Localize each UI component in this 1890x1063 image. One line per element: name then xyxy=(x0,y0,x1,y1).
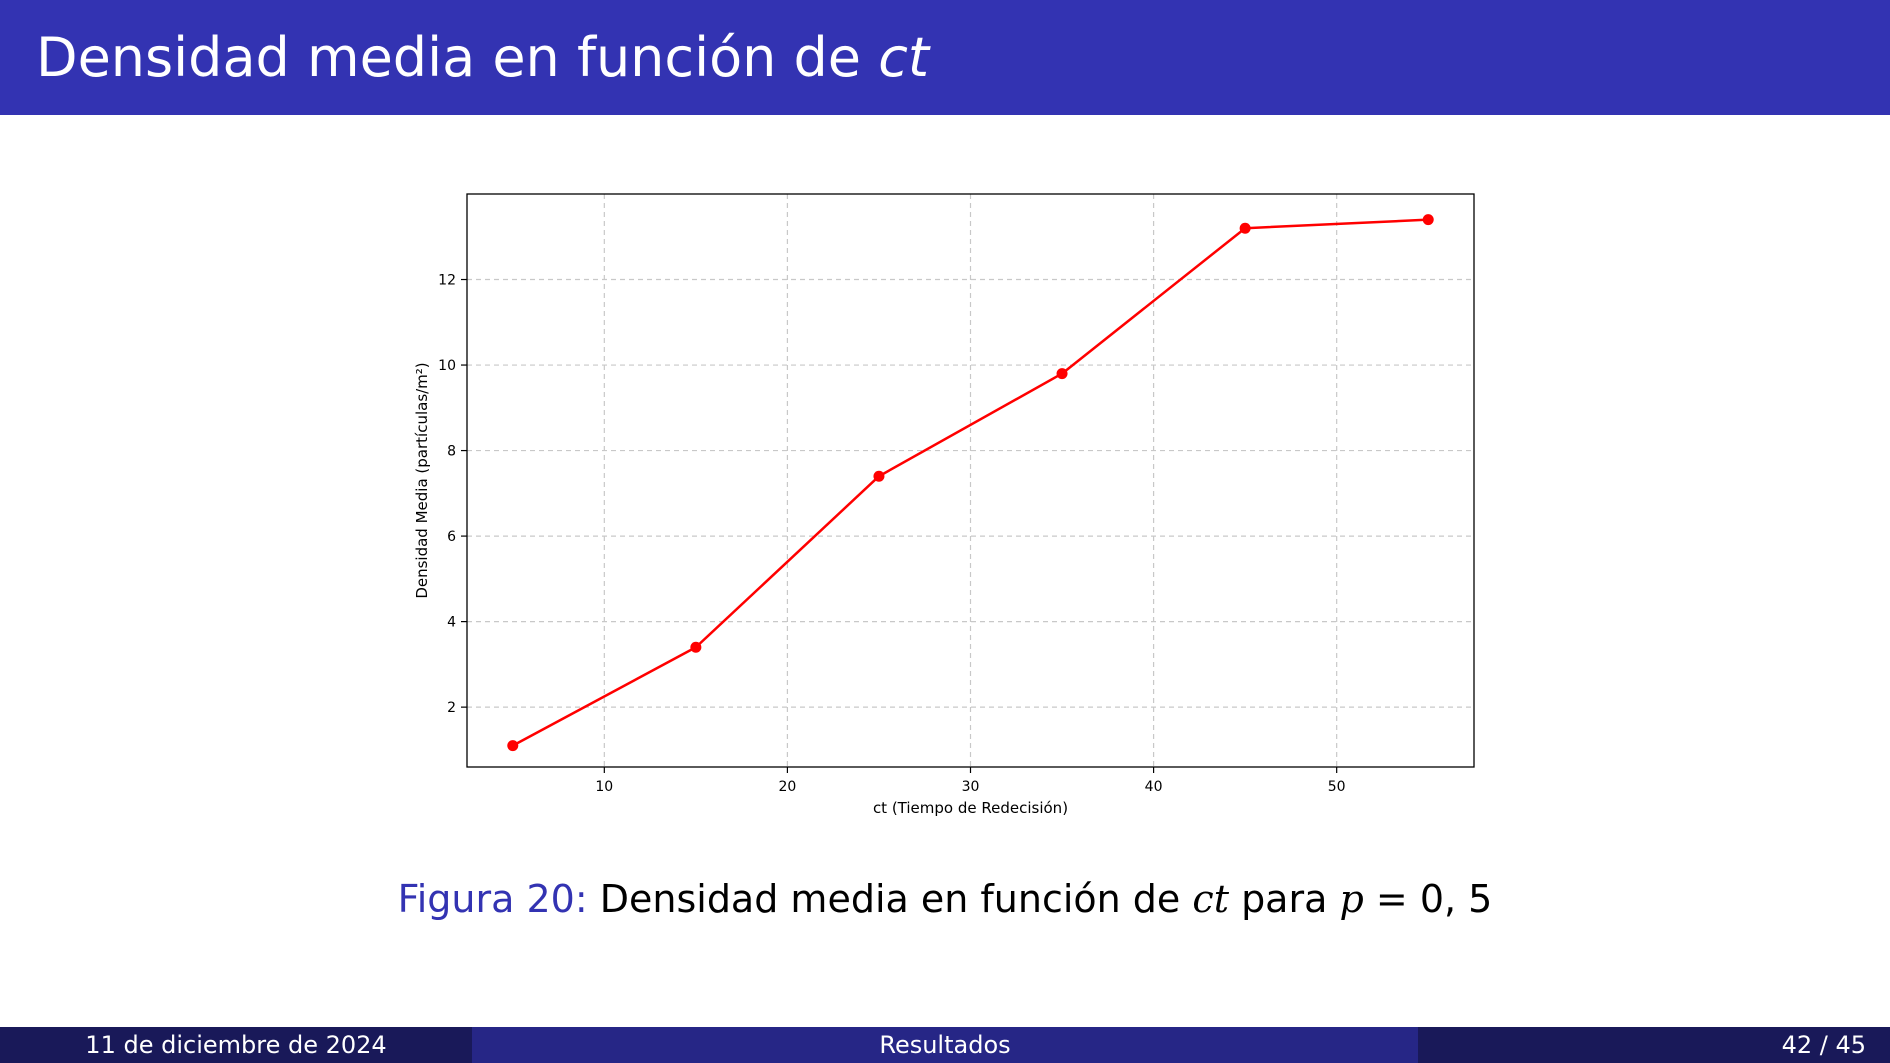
y-axis-label: Densidad Media (partículas/m²) xyxy=(413,362,431,598)
y-tick-label: 10 xyxy=(438,358,456,374)
y-tick-label: 6 xyxy=(447,529,456,545)
footer-section: Resultados xyxy=(472,1027,1418,1063)
caption-var-ct: ct xyxy=(1192,877,1229,921)
caption-text-end: = 0, 5 xyxy=(1375,877,1493,921)
x-tick-label: 40 xyxy=(1145,779,1163,795)
caption-text-mid: para xyxy=(1241,877,1328,921)
slide-title-text: Densidad media en función de xyxy=(36,26,879,89)
caption-text-before: Densidad media en función de xyxy=(599,877,1181,921)
footer-page-number: 42 / 45 xyxy=(1781,1031,1866,1059)
x-tick-label: 50 xyxy=(1328,779,1346,795)
footer-date-text: 11 de diciembre de 2024 xyxy=(85,1031,387,1059)
y-tick-label: 2 xyxy=(447,700,456,716)
figure-label: Figura 20: xyxy=(397,877,588,921)
y-tick-label: 4 xyxy=(447,615,456,631)
x-tick-label: 20 xyxy=(778,779,796,795)
data-point xyxy=(690,641,702,653)
y-tick-label: 8 xyxy=(447,444,456,460)
caption-var-p: p xyxy=(1339,877,1364,921)
slide-title-variable: ct xyxy=(878,26,930,89)
footer-date: 11 de diciembre de 2024 xyxy=(0,1027,472,1063)
data-point xyxy=(507,740,519,752)
footer-section-text: Resultados xyxy=(879,1031,1011,1059)
x-axis-label: ct (Tiempo de Redecisión) xyxy=(873,799,1068,817)
footer-bar: 11 de diciembre de 2024 Resultados 42 / … xyxy=(0,1027,1890,1063)
figure-caption: Figura 20: Densidad media en función de … xyxy=(0,876,1890,922)
data-point xyxy=(1422,214,1434,226)
x-tick-label: 10 xyxy=(595,779,613,795)
slide-title: Densidad media en función de ct xyxy=(36,26,929,90)
title-bar: Densidad media en función de ct xyxy=(0,0,1890,115)
y-tick-label: 12 xyxy=(438,273,456,289)
data-point xyxy=(1056,368,1068,380)
x-tick-label: 30 xyxy=(962,779,980,795)
footer-page: 42 / 45 xyxy=(1418,1027,1890,1063)
series-line xyxy=(512,218,1429,747)
data-point xyxy=(873,470,885,482)
data-point xyxy=(1239,222,1251,234)
